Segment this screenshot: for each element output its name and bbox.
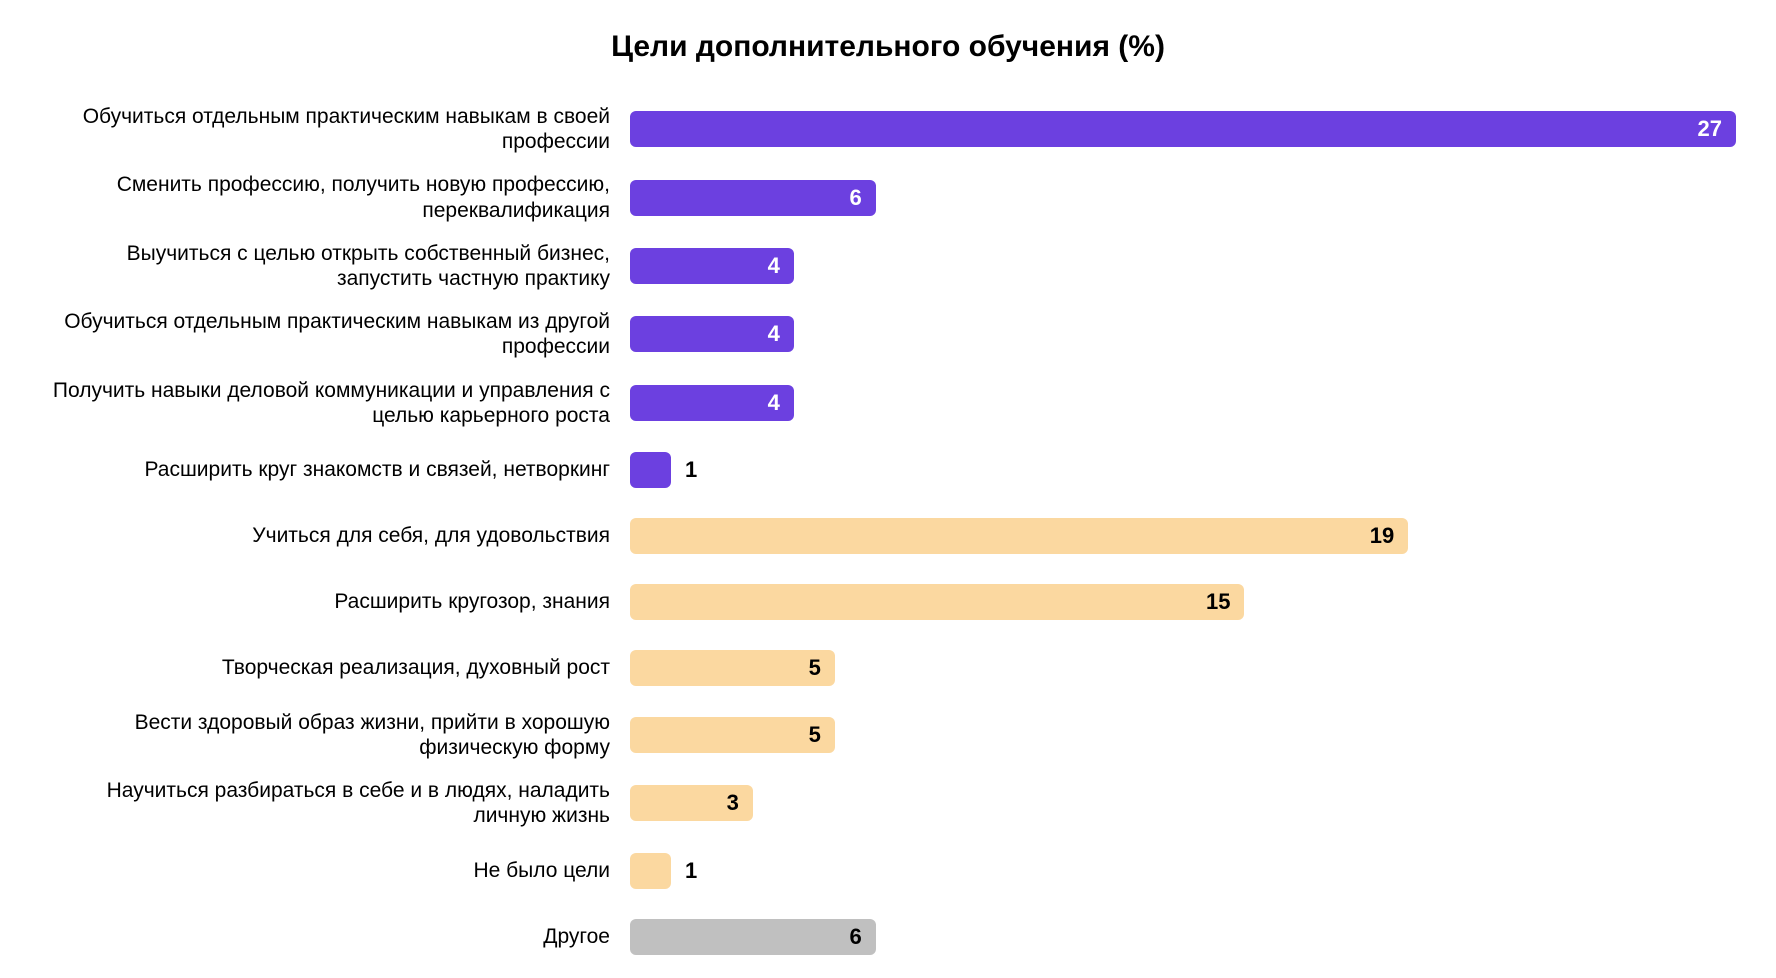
chart-row: Обучиться отдельным практическим навыкам… <box>40 104 1736 154</box>
row-label: Обучиться отдельным практическим навыкам… <box>40 309 630 359</box>
bar-area: 19 <box>630 518 1736 554</box>
bar-value: 1 <box>685 858 697 884</box>
bar: 4 <box>630 316 794 352</box>
chart-row: Выучиться с целью открыть собственный би… <box>40 241 1736 291</box>
bar-value: 5 <box>809 722 821 748</box>
bar: 27 <box>630 111 1736 147</box>
bar-value: 1 <box>685 457 697 483</box>
chart-row: Учиться для себя, для удовольствия 19 <box>40 512 1736 560</box>
chart-row: Вести здоровый образ жизни, прийти в хор… <box>40 710 1736 760</box>
row-label: Выучиться с целью открыть собственный би… <box>40 241 630 291</box>
bar: 5 <box>630 717 835 753</box>
bar: 4 <box>630 385 794 421</box>
row-label: Другое <box>40 924 630 949</box>
chart-title: Цели дополнительного обучения (%) <box>40 30 1736 64</box>
bar-area: 1 <box>630 853 1736 889</box>
bar <box>630 853 671 889</box>
row-label: Расширить кругозор, знания <box>40 589 630 614</box>
chart-row: Обучиться отдельным практическим навыкам… <box>40 309 1736 359</box>
bar-area: 4 <box>630 385 1736 421</box>
chart-row: Расширить кругозор, знания 15 <box>40 578 1736 626</box>
bar-area: 4 <box>630 248 1736 284</box>
bar <box>630 452 671 488</box>
chart-body: Обучиться отдельным практическим навыкам… <box>40 104 1736 961</box>
bar-area: 27 <box>630 111 1736 147</box>
chart-row: Сменить профессию, получить новую профес… <box>40 172 1736 222</box>
bar-area: 5 <box>630 717 1736 753</box>
row-label: Сменить профессию, получить новую профес… <box>40 172 630 222</box>
bar-value: 6 <box>850 924 862 950</box>
bar-area: 3 <box>630 785 1736 821</box>
bar-value: 6 <box>850 185 862 211</box>
row-label: Вести здоровый образ жизни, прийти в хор… <box>40 710 630 760</box>
row-label: Получить навыки деловой коммуникации и у… <box>40 378 630 428</box>
row-label: Учиться для себя, для удовольствия <box>40 523 630 548</box>
bar: 5 <box>630 650 835 686</box>
row-label: Расширить круг знакомств и связей, нетво… <box>40 457 630 482</box>
bar: 4 <box>630 248 794 284</box>
bar-area: 4 <box>630 316 1736 352</box>
bar-area: 1 <box>630 452 1736 488</box>
chart-row: Творческая реализация, духовный рост 5 <box>40 644 1736 692</box>
bar: 3 <box>630 785 753 821</box>
bar-value: 15 <box>1206 589 1230 615</box>
bar-area: 15 <box>630 584 1736 620</box>
bar-value: 4 <box>768 253 780 279</box>
chart-row: Получить навыки деловой коммуникации и у… <box>40 378 1736 428</box>
bar: 6 <box>630 180 876 216</box>
chart-row: Не было цели 1 <box>40 847 1736 895</box>
bar: 6 <box>630 919 876 955</box>
bar-value: 3 <box>727 790 739 816</box>
bar-area: 6 <box>630 180 1736 216</box>
bar: 19 <box>630 518 1408 554</box>
bar-value: 4 <box>768 321 780 347</box>
row-label: Научиться разбираться в себе и в людях, … <box>40 778 630 828</box>
bar-value: 19 <box>1370 523 1394 549</box>
chart-row: Другое 6 <box>40 913 1736 961</box>
chart-row: Научиться разбираться в себе и в людях, … <box>40 778 1736 828</box>
bar: 15 <box>630 584 1244 620</box>
chart-row: Расширить круг знакомств и связей, нетво… <box>40 446 1736 494</box>
row-label: Обучиться отдельным практическим навыкам… <box>40 104 630 154</box>
row-label: Творческая реализация, духовный рост <box>40 655 630 680</box>
bar-area: 6 <box>630 919 1736 955</box>
bar-value: 5 <box>809 655 821 681</box>
bar-area: 5 <box>630 650 1736 686</box>
bar-value: 4 <box>768 390 780 416</box>
bar-value: 27 <box>1698 116 1722 142</box>
row-label: Не было цели <box>40 858 630 883</box>
